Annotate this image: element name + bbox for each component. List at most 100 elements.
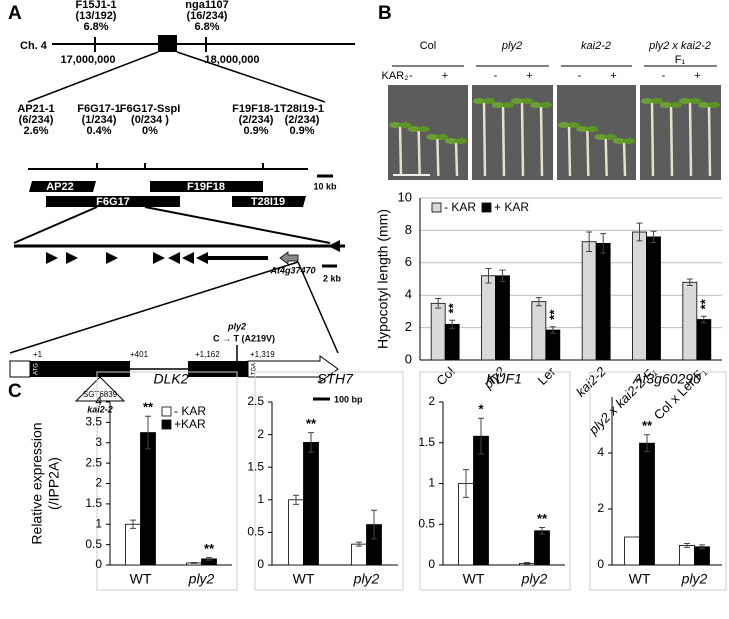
y-tick-label: 6 xyxy=(405,254,412,269)
y-tick-label: 4 xyxy=(597,445,604,459)
seedling-leaf xyxy=(511,98,523,104)
genes xyxy=(46,240,340,265)
seedling-leaf xyxy=(660,102,672,108)
panel-label: B xyxy=(378,3,392,24)
seedling-leaf xyxy=(623,138,635,144)
marker-ratio: (2/234) xyxy=(285,114,320,126)
error-bar xyxy=(435,297,442,309)
generation-label: F₁ xyxy=(675,54,686,66)
marker-percent: 0.9% xyxy=(289,125,314,137)
chart-title: At3g60290 xyxy=(632,371,701,387)
bac-label: F6G17 xyxy=(96,196,130,208)
seedling-leaf xyxy=(586,126,599,132)
significance: * xyxy=(478,402,484,417)
bac xyxy=(29,181,96,192)
legend-label: + KAR xyxy=(494,200,529,214)
error-bar xyxy=(600,233,607,254)
bar xyxy=(125,523,141,566)
bar xyxy=(351,543,367,566)
marker-percent: 2.6% xyxy=(23,125,48,137)
x-tick-label: WT xyxy=(130,571,152,587)
bar xyxy=(531,301,547,361)
significance: ** xyxy=(546,309,561,320)
legend-label: - KAR xyxy=(174,404,206,418)
y-tick-label: 1.5 xyxy=(85,496,102,510)
position-label: +1,319 xyxy=(250,350,275,359)
legend-swatch xyxy=(481,202,492,213)
seedling-leaf xyxy=(521,98,533,104)
bar xyxy=(444,323,460,361)
exon xyxy=(188,361,248,377)
error-bar xyxy=(463,469,469,498)
x-tick-label: kai2-2 xyxy=(573,363,609,399)
error-bar xyxy=(686,278,693,286)
marker-percent: 0.4% xyxy=(86,125,111,137)
gene-arrow xyxy=(196,252,268,264)
mutation-change: C → T (A219V) xyxy=(213,333,275,343)
photo-header: Col ply2 kai2-2 ply2 x kai2-2 F₁ KAR₂ xyxy=(382,40,711,82)
x-tick-label: Col xyxy=(433,364,457,388)
seedling-leaf xyxy=(473,98,485,104)
significance: ** xyxy=(697,298,712,309)
significance: ** xyxy=(143,400,154,415)
bac xyxy=(232,196,306,207)
significance: ** xyxy=(446,302,461,313)
treatment-level: + xyxy=(610,70,616,82)
gene-arrow xyxy=(66,252,78,264)
y-tick-label: 0.5 xyxy=(85,537,102,551)
seedling-leaf xyxy=(445,138,457,144)
y-tick-label: 2 xyxy=(597,501,604,515)
x-tick-label: ply2 xyxy=(353,571,380,587)
treatment-level: - xyxy=(409,70,413,82)
seedling-leaf xyxy=(399,122,411,128)
y-tick-label: 4 xyxy=(95,394,102,408)
bar xyxy=(646,236,661,361)
seedling-leaf xyxy=(689,98,701,104)
error-bar xyxy=(485,267,492,284)
bar xyxy=(639,442,655,566)
y-tick-label: 0 xyxy=(597,557,604,571)
gene-label: At4g37470 xyxy=(269,265,315,275)
seedling-stem xyxy=(436,136,440,177)
marker-name: F6G17-1 xyxy=(77,103,120,115)
legend-label: - KAR xyxy=(444,200,476,214)
seedling-stem xyxy=(586,128,590,177)
seedling-stem xyxy=(520,100,525,177)
bar xyxy=(595,242,611,361)
centromere xyxy=(158,35,177,52)
y-tick-label: 2 xyxy=(405,319,412,334)
bar xyxy=(430,302,446,361)
y-tick-label: 10 xyxy=(398,189,412,204)
bar xyxy=(473,435,489,566)
genotype-label: Col xyxy=(420,40,437,52)
significance: ** xyxy=(537,511,548,526)
codon-label: ATG xyxy=(34,363,40,375)
seedling-leaf xyxy=(502,102,514,108)
position-label: 18,000,000 xyxy=(204,54,259,66)
marker-name: F19F18-1 xyxy=(232,103,280,115)
chart-frame xyxy=(96,371,238,591)
seedling-stem xyxy=(707,104,712,177)
y-tick-label: 0 xyxy=(428,557,435,571)
position-label: 17,000,000 xyxy=(60,54,115,66)
marker-name: F15J1-1 xyxy=(76,0,117,11)
y-tick-label: 1.5 xyxy=(418,435,435,449)
seedling-leaf xyxy=(670,102,682,108)
bar xyxy=(545,329,561,361)
bac xyxy=(46,196,180,207)
legend-swatch xyxy=(161,406,172,417)
marker-ratio: (2/234) xyxy=(239,114,274,126)
y-tick-label: 1.5 xyxy=(247,459,264,473)
treatment-level: + xyxy=(442,70,448,82)
seedling-leaf xyxy=(417,126,430,132)
position-label: +1,162 xyxy=(195,350,220,359)
marker-ratio: (13/192) xyxy=(76,10,117,22)
error-bar xyxy=(130,519,136,529)
bac xyxy=(150,181,263,192)
allele-label: kai2-2 xyxy=(87,404,113,414)
marker-percent: 6.8% xyxy=(83,21,108,33)
seedling-stem xyxy=(650,100,655,177)
legend-swatch xyxy=(161,419,172,430)
seedling-leaf xyxy=(679,98,691,104)
